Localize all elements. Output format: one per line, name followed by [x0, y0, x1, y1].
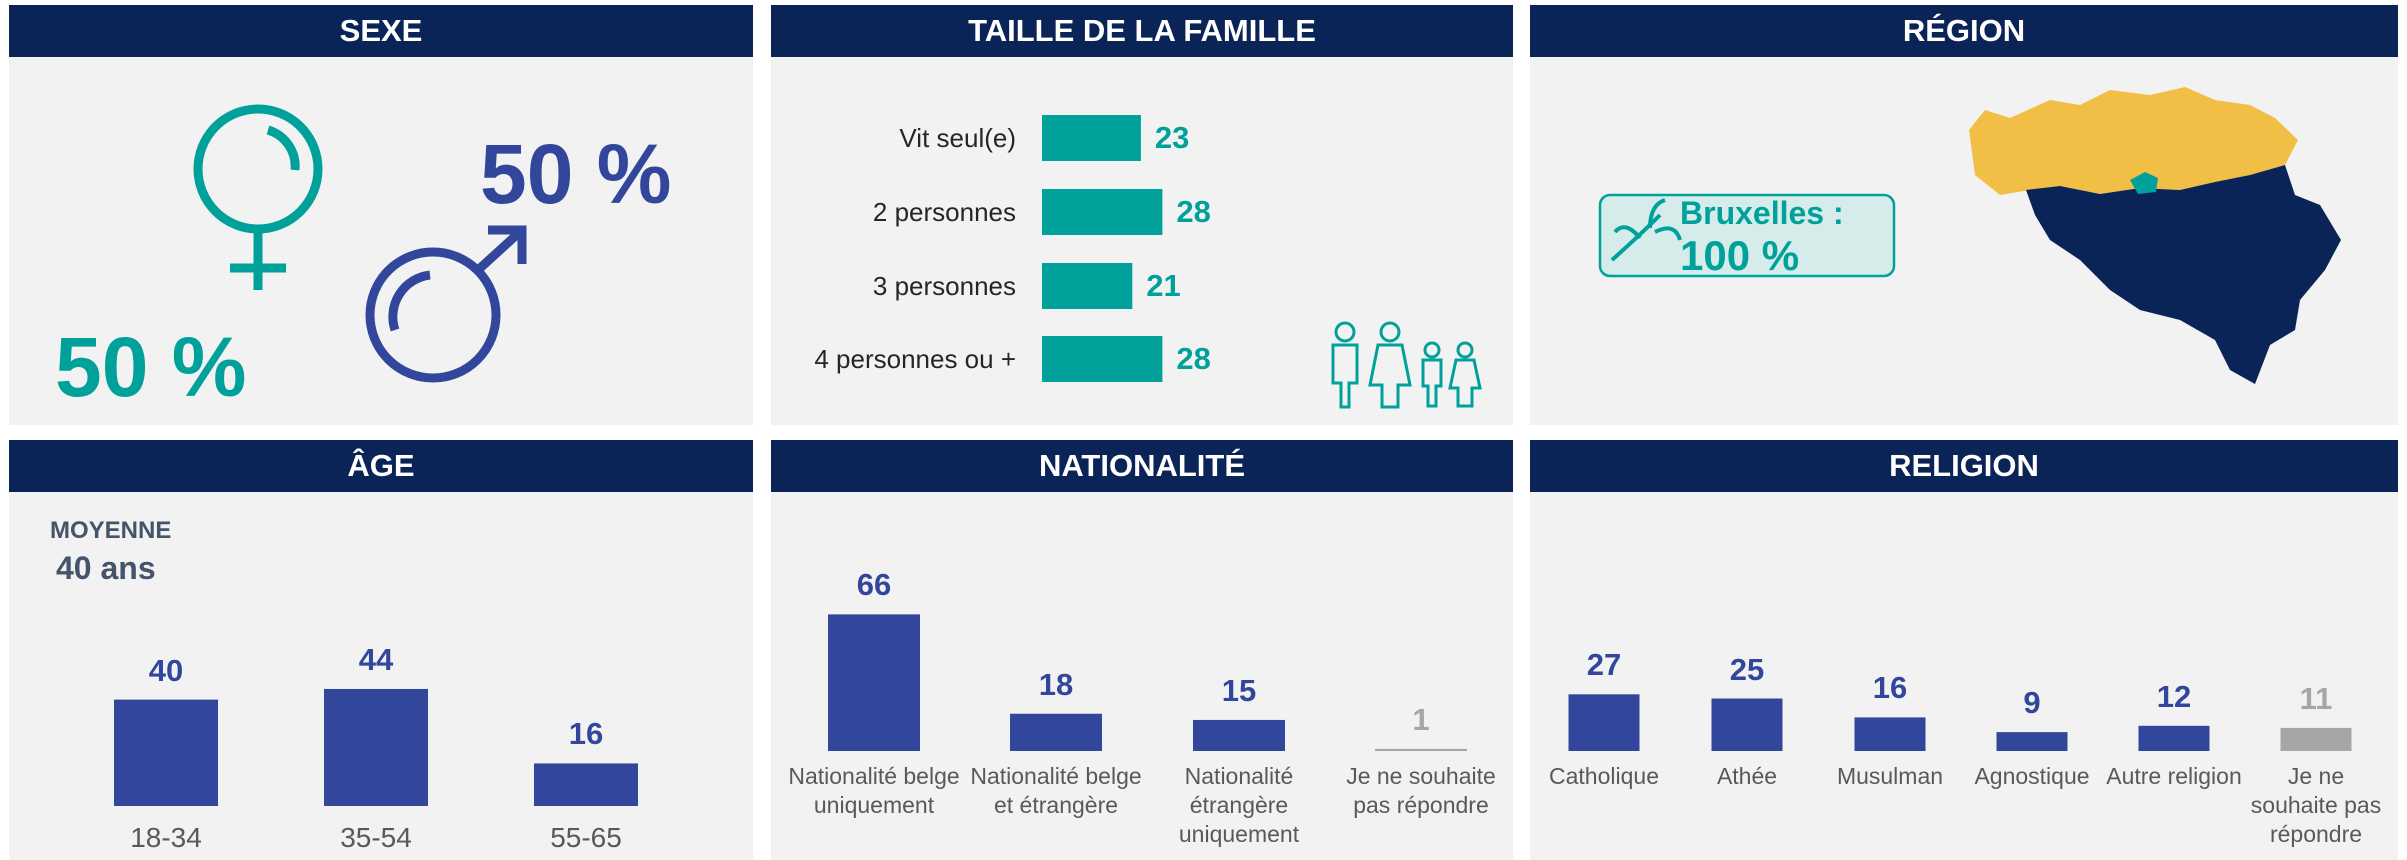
region-label: Bruxelles :: [1680, 195, 1844, 231]
annotation: 40 ans: [56, 550, 156, 586]
category-label: Athée: [1716, 763, 1778, 789]
value-label: 28: [1176, 341, 1211, 376]
bar: [1042, 115, 1141, 161]
map-wallonia: [2026, 165, 2341, 384]
value-label: 16: [1872, 670, 1908, 706]
category-label: Nationalité belge uniquement: [788, 763, 960, 818]
value-label: 28: [1176, 194, 1211, 229]
bar: [828, 614, 920, 751]
category-label: Nationalité étrangère uniquement: [1178, 763, 1300, 847]
bar: [1010, 713, 1102, 751]
panel-title: NATIONALITÉ: [771, 440, 1513, 492]
bar: [1711, 698, 1783, 751]
panel-title: TAILLE DE LA FAMILLE: [771, 5, 1513, 57]
family-icon: [1331, 321, 1482, 409]
category-label: Catholique: [1549, 763, 1659, 789]
panel-title: RÉGION: [1530, 5, 2398, 57]
bar: [2138, 725, 2210, 751]
value-label: 27: [1586, 647, 1622, 683]
value-label: 11: [2299, 680, 2333, 716]
panel-title: RELIGION: [1530, 440, 2398, 492]
category-label: Autre religion: [2106, 763, 2242, 789]
value-label: 25: [1729, 651, 1765, 687]
bar: [1042, 336, 1163, 382]
category-label: Musulman: [1836, 763, 1944, 789]
bar: [534, 763, 638, 806]
bar: [1193, 719, 1285, 751]
value-label: 12: [2156, 678, 2192, 714]
male-symbol: [365, 225, 527, 383]
panel-title: SEXE: [9, 5, 753, 57]
category-label: Nationalité belge et étrangère: [970, 763, 1142, 818]
region-value: 100 %: [1680, 232, 1800, 279]
female-value: 50 %: [55, 320, 247, 414]
bar: [1854, 717, 1926, 751]
iris-icon: [1610, 198, 1682, 262]
map-flanders: [1969, 87, 2298, 195]
annotation: MOYENNE: [50, 517, 172, 544]
value-label: 15: [1221, 672, 1257, 708]
bar: [1568, 694, 1640, 751]
value-label: 18: [1038, 666, 1074, 702]
region-box: [1598, 193, 1896, 278]
value-label: 23: [1154, 120, 1190, 155]
bar: [2280, 727, 2352, 751]
panel: [9, 57, 753, 425]
bar: [1042, 263, 1133, 309]
value-label: 44: [358, 641, 394, 677]
category-label: Agnostique: [1974, 763, 2090, 789]
bar: [1375, 748, 1467, 751]
bar: [324, 688, 428, 806]
panel: [1530, 492, 2398, 860]
value-label: 21: [1146, 268, 1181, 303]
female-symbol: [193, 104, 323, 290]
value-label: 1: [1412, 701, 1430, 737]
map-brussels: [2130, 172, 2158, 194]
category-label: 55-65: [550, 822, 622, 853]
category-label: Je ne souhaite pas répondre: [1346, 763, 1496, 818]
bar: [114, 699, 218, 806]
category-label: Je ne souhaite pas répondre: [2250, 763, 2382, 847]
category-label: 2 personnes: [872, 196, 1016, 227]
male-value: 50 %: [480, 127, 672, 221]
value-label: 9: [2023, 685, 2041, 721]
panel-title: ÂGE: [9, 440, 753, 492]
value-label: 66: [856, 567, 892, 603]
category-label: Vit seul(e): [899, 122, 1016, 153]
category-label: 18-34: [130, 822, 202, 853]
bar: [1996, 732, 2068, 751]
category-label: 35-54: [340, 822, 412, 853]
bar: [1042, 189, 1163, 235]
value-label: 40: [148, 652, 184, 688]
category-label: 4 personnes ou +: [814, 343, 1016, 374]
category-label: 3 personnes: [872, 270, 1016, 301]
value-label: 16: [568, 716, 604, 752]
